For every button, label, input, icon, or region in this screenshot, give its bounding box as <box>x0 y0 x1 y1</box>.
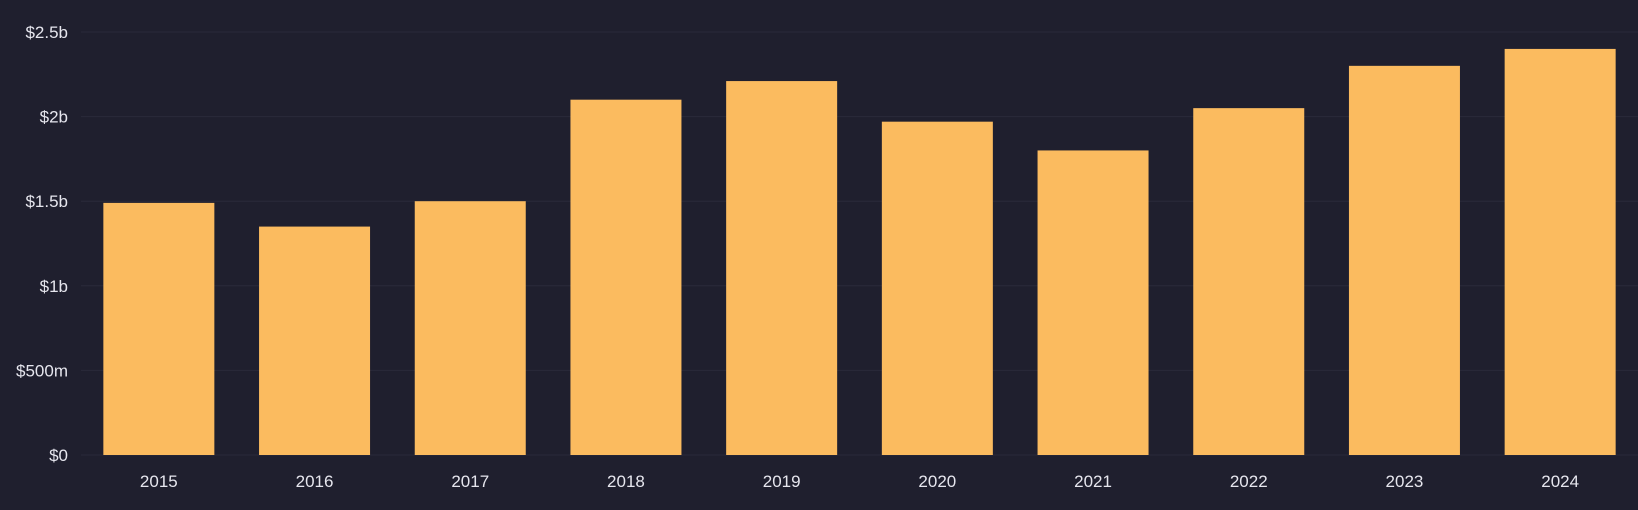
x-tick-label: 2024 <box>1541 472 1579 491</box>
bar-2021[interactable] <box>1037 150 1149 455</box>
y-axis-ticks: $0 $500m $1b $1.5b $2b $2.5b <box>16 23 68 465</box>
y-tick-label: $2b <box>40 108 68 127</box>
x-tick-label: 2023 <box>1386 472 1424 491</box>
x-tick-label: 2021 <box>1074 472 1112 491</box>
bar-2022[interactable] <box>1193 108 1305 455</box>
x-tick-label: 2015 <box>140 472 178 491</box>
x-tick-label: 2018 <box>607 472 645 491</box>
y-tick-label: $1b <box>40 277 68 296</box>
bars <box>103 48 1616 456</box>
bar-2024[interactable] <box>1504 48 1616 456</box>
x-tick-label: 2022 <box>1230 472 1268 491</box>
bar-2020[interactable] <box>881 121 993 456</box>
bar-2019[interactable] <box>726 81 838 456</box>
bar-2015[interactable] <box>103 202 215 455</box>
bar-2023[interactable] <box>1348 65 1460 455</box>
y-tick-label: $2.5b <box>25 23 68 42</box>
bar-2017[interactable] <box>414 201 526 455</box>
x-tick-label: 2017 <box>451 472 489 491</box>
x-tick-label: 2019 <box>763 472 801 491</box>
x-axis-ticks: 2015 2016 2017 2018 2019 2020 2021 2022 2023 2024 <box>140 472 1579 491</box>
x-tick-label: 2016 <box>296 472 334 491</box>
bar-2016[interactable] <box>259 226 371 455</box>
y-tick-label: $0 <box>49 446 68 465</box>
x-tick-label: 2020 <box>918 472 956 491</box>
y-tick-label: $500m <box>16 361 68 380</box>
bar-2018[interactable] <box>570 99 682 456</box>
y-tick-label: $1.5b <box>25 192 68 211</box>
